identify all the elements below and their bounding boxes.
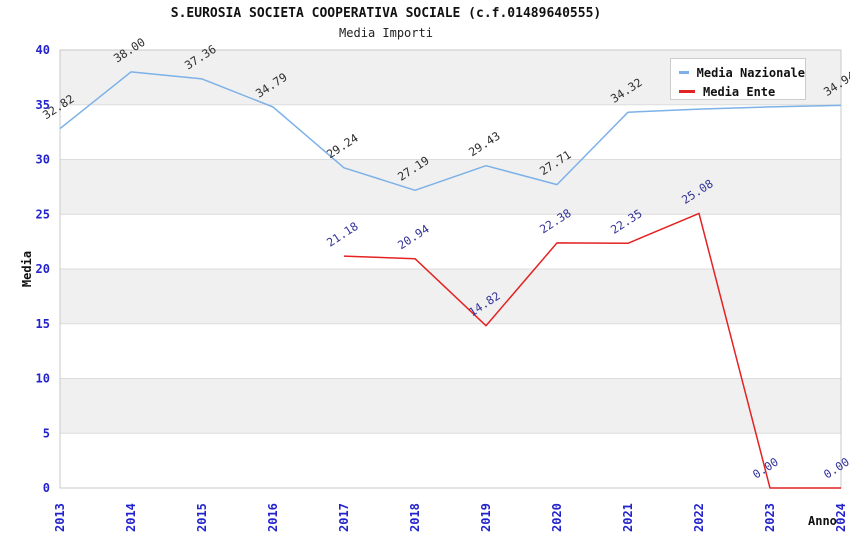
svg-text:10: 10 bbox=[36, 372, 50, 386]
legend-line-swatch-blue bbox=[679, 71, 689, 74]
svg-text:2020: 2020 bbox=[550, 503, 564, 532]
svg-text:0: 0 bbox=[43, 481, 50, 495]
svg-text:2024: 2024 bbox=[834, 503, 848, 532]
svg-text:2016: 2016 bbox=[266, 503, 280, 532]
svg-text:25: 25 bbox=[36, 207, 50, 221]
svg-text:30: 30 bbox=[36, 153, 50, 167]
svg-text:20: 20 bbox=[36, 262, 50, 276]
svg-text:2022: 2022 bbox=[692, 503, 706, 532]
svg-text:2015: 2015 bbox=[195, 503, 209, 532]
svg-text:2013: 2013 bbox=[53, 503, 67, 532]
chart-title: S.EUROSIA SOCIETA COOPERATIVA SOCIALE (c… bbox=[170, 6, 602, 21]
svg-text:2021: 2021 bbox=[621, 503, 635, 532]
y-axis-title: Media bbox=[20, 250, 34, 288]
svg-text:15: 15 bbox=[36, 317, 50, 331]
svg-text:5: 5 bbox=[43, 426, 50, 440]
svg-text:2017: 2017 bbox=[337, 503, 351, 532]
legend-line-swatch-red bbox=[679, 90, 695, 93]
svg-text:2019: 2019 bbox=[479, 503, 493, 532]
legend-item-media-ente: Media Ente bbox=[679, 84, 805, 99]
svg-text:2014: 2014 bbox=[124, 503, 138, 532]
svg-text:40: 40 bbox=[36, 43, 50, 57]
svg-text:2023: 2023 bbox=[763, 503, 777, 532]
legend: Media Nazionale Media Ente bbox=[670, 58, 806, 100]
x-axis-title: Anno bbox=[808, 514, 837, 528]
chart-subtitle: Media Importi bbox=[339, 26, 433, 40]
legend-label-media-ente: Media Ente bbox=[703, 84, 776, 99]
svg-text:35: 35 bbox=[36, 98, 50, 112]
legend-item-media-nazionale: Media Nazionale bbox=[679, 65, 805, 80]
legend-label-media-nazionale: Media Nazionale bbox=[696, 65, 805, 80]
svg-text:2018: 2018 bbox=[408, 503, 422, 532]
